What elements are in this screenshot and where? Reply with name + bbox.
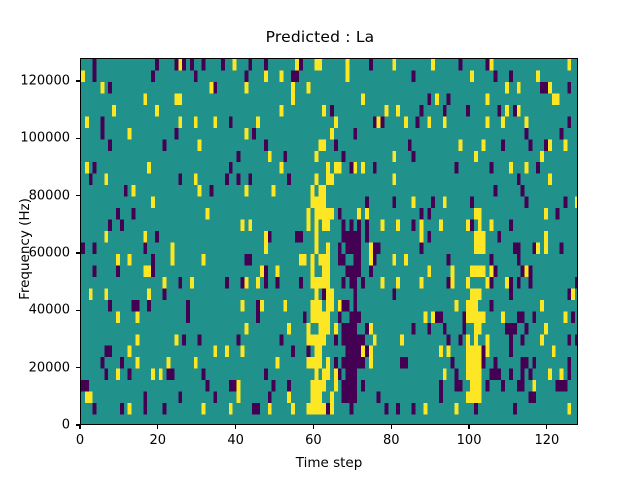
x-tick-mark [390,425,392,429]
y-tick-label: 120000 [20,73,70,89]
y-tick-mark [76,80,80,82]
y-tick-mark [76,137,80,139]
y-tick-mark [76,195,80,197]
y-tick-label: 80000 [28,188,70,204]
spectrogram-heatmap [81,59,577,424]
x-tick-label: 0 [75,433,85,448]
x-tick-mark [546,425,548,429]
x-tick-label: 80 [382,433,400,448]
y-tick-mark [76,367,80,369]
x-axis-label: Time step [295,455,363,471]
x-tick-mark [157,425,159,429]
y-tick-label: 60000 [28,245,70,261]
y-tick-mark [76,252,80,254]
y-tick-label: 0 [61,417,70,433]
x-tick-mark [235,425,237,429]
x-tick-label: 20 [149,433,167,448]
x-tick-label: 100 [456,433,482,448]
x-tick-mark [468,425,470,429]
x-tick-label: 60 [305,433,322,448]
x-tick-label: 120 [534,433,560,448]
chart-title: Predicted : La [265,28,375,46]
y-axis-label: Frequency (Hz) [17,198,33,300]
x-tick-label: 40 [227,433,244,448]
x-tick-mark [312,425,315,429]
y-tick-label: 100000 [20,130,70,146]
x-tick-mark [79,425,81,429]
heatmap-plot-area [80,58,578,425]
y-tick-mark [76,309,80,311]
y-tick-label: 20000 [28,360,70,376]
y-tick-label: 40000 [28,302,70,318]
y-tick-mark [76,424,80,426]
